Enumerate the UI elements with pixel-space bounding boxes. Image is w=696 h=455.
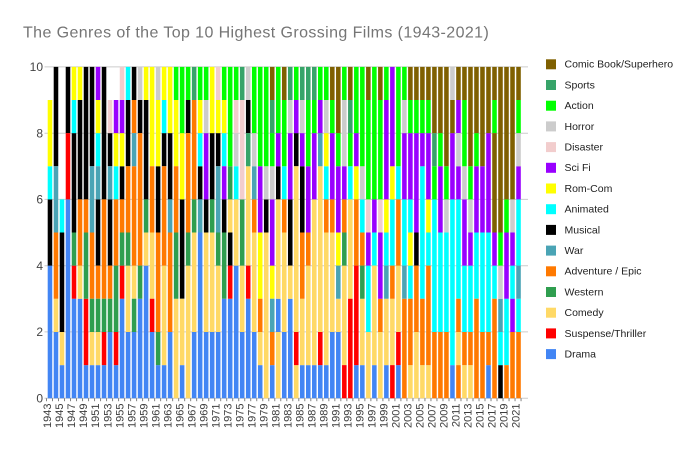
svg-text:1997: 1997 <box>367 404 379 428</box>
svg-text:1985: 1985 <box>294 404 306 428</box>
svg-text:Sci Fi: Sci Fi <box>565 162 591 174</box>
svg-text:Comic Book/Superhero: Comic Book/Superhero <box>565 59 674 71</box>
svg-text:2017: 2017 <box>487 404 499 428</box>
svg-text:10: 10 <box>30 60 44 74</box>
svg-text:1951: 1951 <box>90 404 102 428</box>
svg-text:1973: 1973 <box>222 404 234 428</box>
svg-text:1999: 1999 <box>379 404 391 428</box>
svg-text:2019: 2019 <box>499 404 511 428</box>
svg-text:2007: 2007 <box>427 404 439 428</box>
svg-text:1953: 1953 <box>102 404 114 428</box>
svg-text:1993: 1993 <box>343 404 355 428</box>
svg-text:2015: 2015 <box>475 404 487 428</box>
svg-text:1975: 1975 <box>234 404 246 428</box>
svg-text:War: War <box>565 245 584 257</box>
svg-text:Adventure / Epic: Adventure / Epic <box>565 266 642 278</box>
svg-text:1977: 1977 <box>246 404 258 428</box>
svg-text:1961: 1961 <box>150 404 162 428</box>
svg-text:1983: 1983 <box>282 404 294 428</box>
svg-text:Rom-Com: Rom-Com <box>565 183 613 195</box>
svg-text:1989: 1989 <box>319 404 331 428</box>
svg-text:4: 4 <box>36 259 43 273</box>
svg-text:6: 6 <box>36 193 43 207</box>
svg-text:1987: 1987 <box>306 404 318 428</box>
svg-text:1945: 1945 <box>54 404 66 428</box>
svg-text:2001: 2001 <box>391 404 403 428</box>
svg-text:Sports: Sports <box>565 79 595 91</box>
svg-text:8: 8 <box>36 126 43 140</box>
svg-text:Musical: Musical <box>565 224 601 236</box>
svg-text:1981: 1981 <box>270 404 282 428</box>
svg-text:Drama: Drama <box>565 349 597 361</box>
svg-text:Animated: Animated <box>565 204 610 216</box>
svg-text:2: 2 <box>36 325 43 339</box>
svg-text:1967: 1967 <box>186 404 198 428</box>
svg-text:1959: 1959 <box>138 404 150 428</box>
svg-text:2005: 2005 <box>415 404 427 428</box>
svg-text:2003: 2003 <box>403 404 415 428</box>
svg-text:2021: 2021 <box>511 404 523 428</box>
svg-text:1965: 1965 <box>174 404 186 428</box>
svg-text:1969: 1969 <box>198 404 210 428</box>
svg-text:1995: 1995 <box>355 404 367 428</box>
svg-text:1957: 1957 <box>126 404 138 428</box>
svg-text:1947: 1947 <box>66 404 78 428</box>
svg-text:1949: 1949 <box>78 404 90 428</box>
svg-text:Action: Action <box>565 100 594 112</box>
svg-text:The Genres of the Top 10 Highe: The Genres of the Top 10 Highest Grossin… <box>23 25 489 42</box>
svg-text:2009: 2009 <box>439 404 451 428</box>
svg-text:Suspense/Thriller: Suspense/Thriller <box>565 328 647 340</box>
svg-text:1943: 1943 <box>42 404 54 428</box>
svg-text:Comedy: Comedy <box>565 307 605 319</box>
svg-text:Western: Western <box>565 286 604 298</box>
svg-text:1991: 1991 <box>331 404 343 428</box>
svg-text:1979: 1979 <box>258 404 270 428</box>
svg-text:Horror: Horror <box>565 121 595 133</box>
svg-text:1963: 1963 <box>162 404 174 428</box>
svg-text:2013: 2013 <box>463 404 475 428</box>
svg-text:2011: 2011 <box>451 404 463 428</box>
svg-text:0: 0 <box>36 391 43 405</box>
svg-text:1955: 1955 <box>114 404 126 428</box>
svg-text:1971: 1971 <box>210 404 222 428</box>
svg-text:Disaster: Disaster <box>565 142 604 154</box>
